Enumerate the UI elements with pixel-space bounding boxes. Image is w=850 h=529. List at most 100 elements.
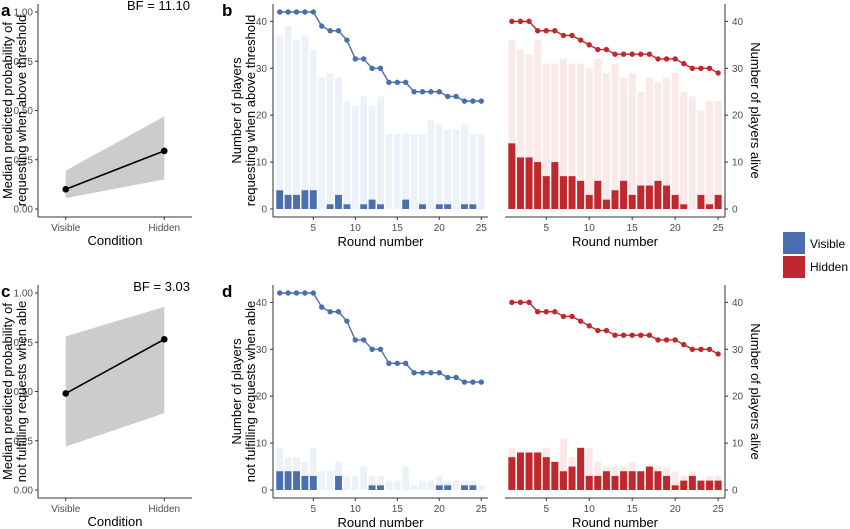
alive-point bbox=[386, 79, 392, 86]
alive-point bbox=[411, 89, 417, 95]
bar-dark bbox=[628, 471, 636, 490]
alive-point bbox=[517, 299, 524, 306]
y-tick-label: 20 bbox=[732, 111, 744, 122]
alive-point bbox=[436, 370, 442, 376]
alive-point bbox=[277, 290, 283, 296]
bar-light bbox=[377, 475, 384, 490]
bar-dark bbox=[637, 185, 645, 209]
alive-point bbox=[319, 304, 325, 310]
bar-dark bbox=[671, 485, 679, 490]
y-tick-label: 30 bbox=[256, 345, 268, 356]
y-axis-title-right: Number of players alive bbox=[748, 323, 763, 460]
alive-point bbox=[534, 28, 541, 34]
bar-light bbox=[393, 133, 401, 209]
bar-dark bbox=[688, 475, 696, 490]
x-tick-label: 15 bbox=[392, 504, 404, 515]
bar-light bbox=[477, 133, 485, 209]
alive-point bbox=[277, 9, 283, 15]
alive-point bbox=[681, 341, 687, 348]
bar-dark bbox=[680, 480, 688, 490]
bar-light bbox=[326, 72, 334, 209]
bar-dark bbox=[568, 176, 576, 209]
alive-point bbox=[629, 332, 635, 338]
alive-point bbox=[310, 9, 317, 15]
y-tick-label: 0.25 bbox=[14, 155, 34, 166]
alive-point bbox=[436, 89, 442, 95]
bar-light bbox=[326, 471, 334, 490]
alive-point bbox=[369, 346, 375, 352]
bar-light bbox=[525, 54, 533, 209]
alive-point bbox=[638, 332, 644, 338]
y-tick-label: 40 bbox=[256, 17, 268, 28]
alive-line bbox=[511, 301, 719, 355]
x-tick-label: Hidden bbox=[148, 504, 180, 515]
alive-point bbox=[285, 290, 291, 296]
bar-light bbox=[318, 77, 326, 210]
bar-light bbox=[697, 110, 705, 209]
bar-dark bbox=[377, 204, 384, 209]
alive-point bbox=[394, 79, 400, 86]
bar-dark bbox=[326, 204, 334, 209]
bar-light bbox=[508, 40, 516, 210]
alive-point bbox=[577, 37, 584, 43]
bar-light bbox=[714, 101, 722, 209]
y-axis-title-line-2: requesting when above threshold bbox=[243, 15, 258, 207]
y-axis-title-line-1: Number of players bbox=[229, 57, 244, 164]
bar-light bbox=[680, 91, 688, 209]
alive-point bbox=[419, 370, 426, 376]
bar-dark bbox=[301, 475, 309, 490]
bar-light bbox=[335, 77, 342, 210]
bar-light bbox=[309, 49, 317, 210]
alive-point bbox=[411, 370, 417, 376]
alive-point bbox=[335, 309, 342, 315]
alive-point bbox=[706, 65, 713, 71]
alive-point bbox=[629, 51, 635, 57]
y-tick-label: 40 bbox=[256, 298, 268, 309]
panel-a-plot: 0.00 0.25 0.50 0.75 1.00 Visible Hidden Conditi… bbox=[0, 0, 192, 248]
y-tick-label: 40 bbox=[732, 17, 744, 28]
bar-dark bbox=[469, 485, 477, 490]
x-tick-label: 25 bbox=[713, 223, 725, 234]
bar-dark bbox=[309, 475, 317, 490]
x-axis-title: Round number bbox=[572, 234, 659, 249]
alive-point bbox=[612, 332, 618, 338]
x-tick-label: 25 bbox=[476, 504, 488, 515]
y-tick-label: 20 bbox=[732, 392, 744, 403]
alive-point bbox=[478, 98, 484, 104]
y-tick-label: 0 bbox=[261, 205, 267, 216]
bar-light bbox=[276, 35, 284, 210]
x-tick-label: 20 bbox=[670, 504, 682, 515]
median-point bbox=[62, 186, 70, 193]
alive-point bbox=[444, 93, 451, 100]
y-axis-title-line-1: Median predicted probability of bbox=[0, 303, 15, 480]
legend: Visible Hidden bbox=[783, 232, 848, 278]
bar-dark bbox=[551, 461, 559, 490]
y-tick-label: 0.50 bbox=[14, 106, 34, 117]
alive-point bbox=[672, 337, 678, 343]
bar-light bbox=[385, 133, 393, 209]
alive-point bbox=[285, 9, 291, 15]
panel-label-a: a bbox=[1, 1, 11, 20]
bar-light bbox=[368, 475, 376, 490]
x-tick-label: 10 bbox=[584, 504, 596, 515]
bar-light bbox=[585, 447, 593, 490]
bar-dark bbox=[602, 471, 610, 490]
alive-point bbox=[689, 346, 696, 352]
alive-point bbox=[361, 337, 367, 343]
x-tick-label: 20 bbox=[434, 223, 446, 234]
x-tick-label: 25 bbox=[476, 223, 488, 234]
ci-ribbon bbox=[65, 116, 165, 199]
bar-dark bbox=[671, 194, 679, 209]
bar-light bbox=[410, 133, 418, 209]
panel-d-plot: 0 10 20 30 40 5 10 15 20 25 Round number Number of … bbox=[229, 285, 763, 529]
x-tick-label: 25 bbox=[713, 504, 725, 515]
alive-point bbox=[706, 346, 713, 352]
x-tick-label: 15 bbox=[627, 504, 639, 515]
bar-dark bbox=[637, 471, 645, 490]
bar-light bbox=[402, 133, 410, 209]
alive-point bbox=[310, 290, 317, 296]
bar-light bbox=[360, 96, 368, 209]
alive-point bbox=[509, 18, 515, 25]
bar-dark bbox=[611, 190, 619, 209]
bar-dark bbox=[508, 143, 516, 209]
